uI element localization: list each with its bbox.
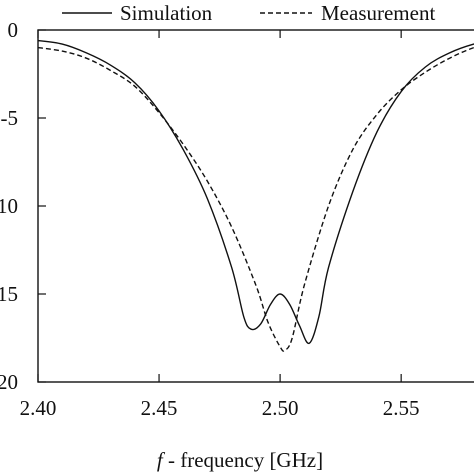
y-tick-label: 0 (8, 18, 19, 42)
x-tick-label: 2.50 (262, 396, 299, 420)
x-tick-label: 2.45 (141, 396, 178, 420)
legend-label-measurement: Measurement (321, 1, 435, 25)
x-tick-label: 2.55 (383, 396, 420, 420)
series-line-simulation (37, 39, 474, 345)
legend: Simulation Measurement (62, 1, 435, 25)
series-line-measurement (37, 46, 474, 352)
plot-area (37, 39, 474, 352)
x-axis-title-text: - frequency [GHz] (163, 448, 323, 472)
x-tick-label: 2.40 (20, 396, 57, 420)
y-axis: 0 -5 -10 -15 -20 (0, 18, 46, 394)
y-tick-label: -10 (0, 194, 18, 218)
x-axis-title-symbol: f (157, 448, 166, 472)
y-tick-label: -5 (1, 106, 19, 130)
legend-label-simulation: Simulation (120, 1, 213, 25)
y-tick-label: -20 (0, 370, 18, 394)
y-tick-label: -15 (0, 282, 18, 306)
x-axis: 2.40 2.45 2.50 2.55 (20, 30, 420, 420)
x-axis-title: f - frequency [GHz] (157, 448, 323, 472)
